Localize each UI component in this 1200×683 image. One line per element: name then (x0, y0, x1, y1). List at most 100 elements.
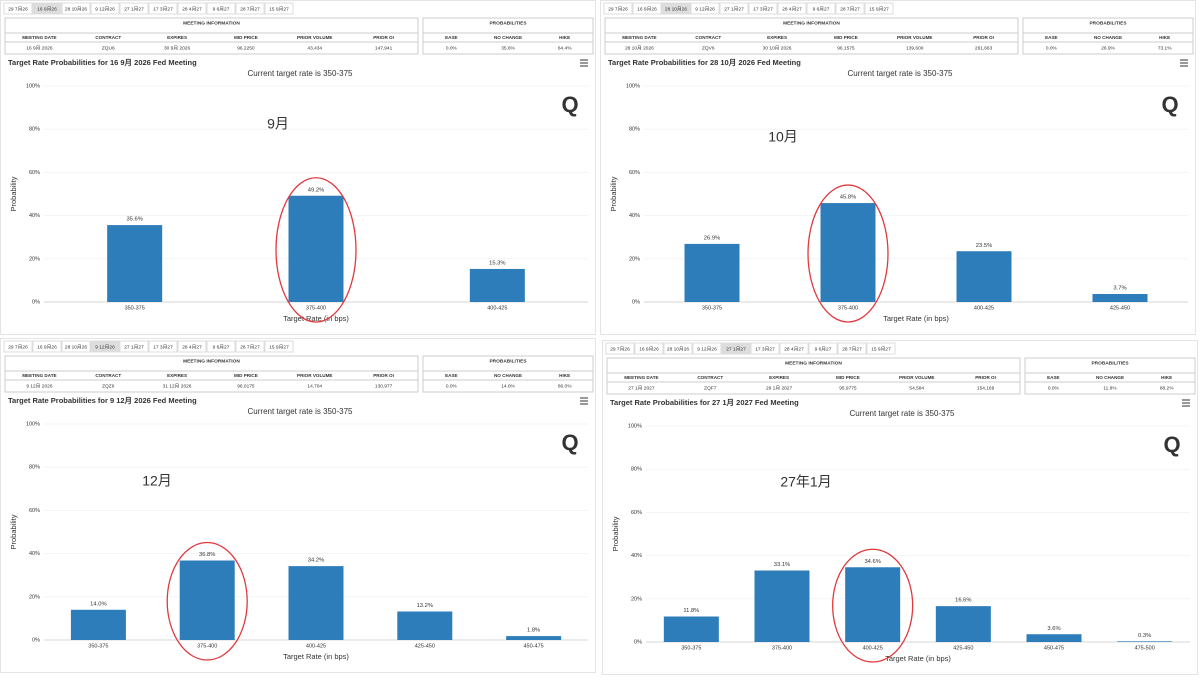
tab[interactable] (806, 2, 836, 15)
tab[interactable] (692, 342, 722, 355)
tab-label[interactable]: 27 1月27 (124, 6, 144, 12)
tab-label[interactable]: 9 6月27 (815, 346, 832, 352)
tab[interactable] (90, 340, 120, 353)
column-header: EXPIRES (767, 35, 787, 40)
tab-label[interactable]: 29 7月26 (8, 6, 28, 12)
tab-label[interactable]: 27 1月27 (724, 6, 744, 12)
tab-label[interactable]: 9 12月26 (695, 6, 715, 12)
tab-label[interactable]: 9 12月26 (95, 344, 115, 350)
tab[interactable] (61, 2, 91, 15)
tab-label[interactable]: 28 4月27 (782, 6, 802, 12)
menu-icon[interactable] (580, 397, 588, 405)
tab-label[interactable]: 16 9月26 (37, 344, 57, 350)
tab-label[interactable]: 9 12月26 (697, 346, 717, 352)
table-cell: 31 12月 2026 (163, 383, 192, 389)
tab-label[interactable]: 15 9月27 (869, 6, 889, 12)
tab-label[interactable]: 28 4月27 (182, 6, 202, 12)
y-tick-label: 80% (29, 465, 40, 471)
menu-icon[interactable] (580, 59, 588, 67)
y-axis-label: Probability (611, 516, 620, 551)
tab[interactable] (3, 2, 33, 15)
tab[interactable] (235, 2, 265, 15)
tab-label[interactable]: 9 6月27 (213, 344, 230, 350)
tab[interactable] (605, 342, 635, 355)
bar (179, 560, 235, 640)
tab[interactable] (663, 342, 693, 355)
tab[interactable] (835, 2, 865, 15)
tab[interactable] (808, 342, 838, 355)
x-tick-label: 350-375 (702, 305, 722, 311)
tab-label[interactable]: 28 10月26 (667, 346, 689, 352)
tab[interactable] (206, 340, 236, 353)
tab-label[interactable]: 9 12月26 (95, 6, 115, 12)
column-header: PRIOR VOLUME (899, 375, 934, 380)
table-cell: 29 1月 2027 (766, 385, 792, 391)
tab[interactable] (603, 2, 633, 15)
tab-label[interactable]: 15 9月27 (269, 6, 289, 12)
tab-label[interactable]: 17 3月27 (153, 6, 173, 12)
tab[interactable] (90, 2, 120, 15)
tab[interactable] (32, 2, 62, 15)
tab-label[interactable]: 16 9月26 (37, 6, 57, 12)
tab[interactable] (119, 2, 149, 15)
tab-label[interactable]: 29 7月26 (610, 346, 630, 352)
menu-icon[interactable] (1182, 399, 1190, 407)
tab[interactable] (264, 2, 294, 15)
tab[interactable] (177, 2, 207, 15)
tab-label[interactable]: 28 10月26 (65, 344, 87, 350)
tab[interactable] (61, 340, 91, 353)
tab[interactable] (748, 2, 778, 15)
tab-label[interactable]: 29 7月26 (8, 344, 28, 350)
tab-label[interactable]: 28 4月27 (182, 344, 202, 350)
tab-label[interactable]: 9 6月27 (813, 6, 830, 12)
tab[interactable] (206, 2, 236, 15)
tab[interactable] (864, 2, 894, 15)
tab-label[interactable]: 9 6月27 (213, 6, 230, 12)
tab[interactable] (866, 342, 896, 355)
tab[interactable] (661, 2, 691, 15)
tab-label[interactable]: 28 7月27 (240, 6, 260, 12)
tab[interactable] (235, 340, 265, 353)
tab[interactable] (119, 340, 149, 353)
table-cell: 9 12月 2026 (26, 383, 52, 389)
table-cell: ZQU6 (102, 45, 115, 51)
tab-label[interactable]: 28 4月27 (784, 346, 804, 352)
bar (70, 609, 126, 640)
tab[interactable] (634, 342, 664, 355)
tab[interactable] (690, 2, 720, 15)
tab[interactable] (750, 342, 780, 355)
tab[interactable] (148, 2, 178, 15)
menu-icon[interactable] (1180, 59, 1188, 67)
tab-label[interactable]: 28 7月27 (840, 6, 860, 12)
tab-label[interactable]: 27 1月27 (726, 346, 746, 352)
y-tick-label: 0% (32, 299, 40, 305)
panel: 29 7月26 16 9月26 28 10月26 9 12月26 27 1月27 17 3… (602, 340, 1198, 675)
tab[interactable] (777, 2, 807, 15)
tab-label[interactable]: 15 9月27 (871, 346, 891, 352)
tab-label[interactable]: 28 7月27 (842, 346, 862, 352)
tab-label[interactable]: 16 9月26 (637, 6, 657, 12)
column-header: MID PRICE (234, 373, 258, 378)
column-header: PRIOR OI (973, 35, 994, 40)
tab-label[interactable]: 28 10月26 (665, 6, 687, 12)
tab-label[interactable]: 27 1月27 (124, 344, 144, 350)
tab[interactable] (632, 2, 662, 15)
tab-label[interactable]: 28 10月26 (65, 6, 87, 12)
tab-label[interactable]: 15 9月27 (269, 344, 289, 350)
tab[interactable] (264, 340, 294, 353)
tab[interactable] (32, 340, 62, 353)
tab-label[interactable]: 16 9月26 (639, 346, 659, 352)
tab[interactable] (3, 340, 33, 353)
tab[interactable] (719, 2, 749, 15)
tab-label[interactable]: 17 3月27 (153, 344, 173, 350)
tab-label[interactable]: 17 3月27 (755, 346, 775, 352)
tab[interactable] (779, 342, 809, 355)
tab-label[interactable]: 17 3月27 (753, 6, 773, 12)
tab[interactable] (721, 342, 751, 355)
y-tick-label: 60% (29, 170, 40, 176)
tab[interactable] (177, 340, 207, 353)
tab[interactable] (837, 342, 867, 355)
tab-label[interactable]: 28 7月27 (240, 344, 260, 350)
tab[interactable] (148, 340, 178, 353)
tab-label[interactable]: 29 7月26 (608, 6, 628, 12)
